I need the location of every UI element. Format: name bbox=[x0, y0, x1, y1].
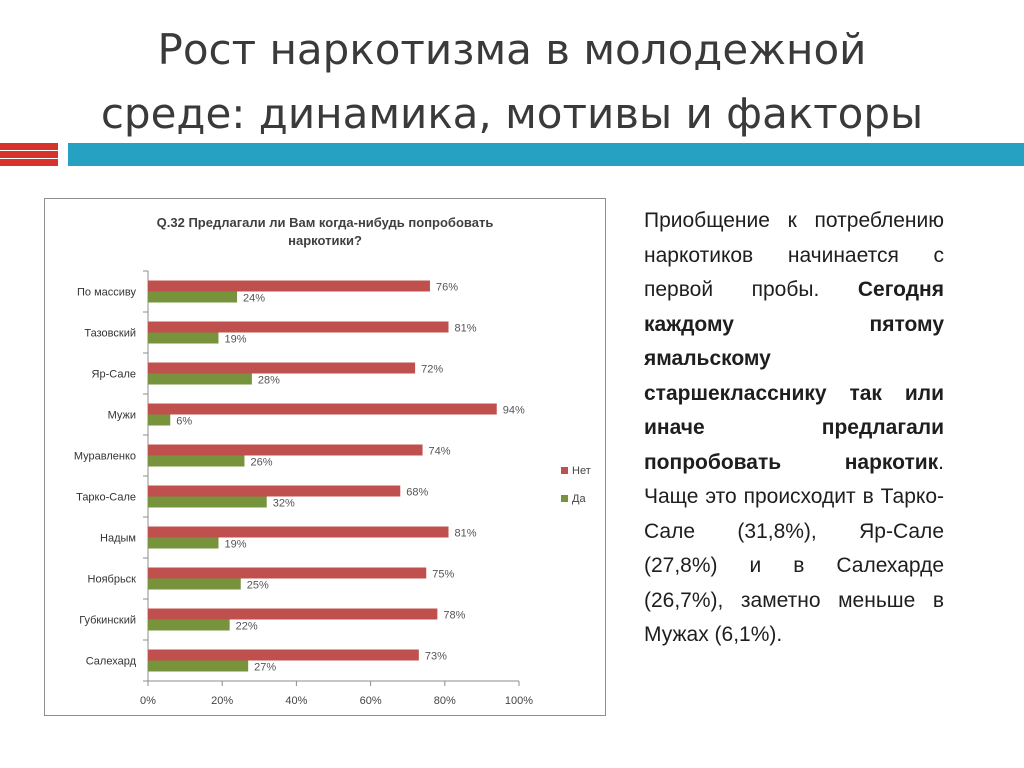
data-label: 19% bbox=[224, 334, 246, 346]
data-label: 24% bbox=[243, 293, 265, 305]
legend-swatch bbox=[561, 467, 568, 474]
chart-title-line-2: наркотики? bbox=[288, 233, 362, 248]
bar-net bbox=[148, 362, 416, 374]
bar-da bbox=[148, 291, 238, 303]
bar-da bbox=[148, 619, 230, 631]
category-label: Ноябрьск bbox=[88, 574, 137, 586]
data-label: 25% bbox=[247, 580, 269, 592]
bar-net bbox=[148, 444, 423, 456]
bar-net bbox=[148, 608, 438, 620]
bar-chart: Q.32 Предлагали ли Вам когда-нибудь попр… bbox=[74, 215, 591, 707]
data-label: 74% bbox=[429, 446, 451, 458]
data-label: 27% bbox=[254, 662, 276, 674]
data-label: 76% bbox=[436, 282, 458, 294]
data-label: 19% bbox=[224, 539, 246, 551]
bar-da bbox=[148, 660, 249, 672]
legend-label: Нет bbox=[572, 465, 591, 477]
bar-net bbox=[148, 280, 430, 292]
data-label: 72% bbox=[421, 364, 443, 376]
chart-title-line-1: Q.32 Предлагали ли Вам когда-нибудь попр… bbox=[157, 215, 494, 230]
data-label: 32% bbox=[273, 498, 295, 510]
category-label: Тарко-Сале bbox=[76, 492, 136, 504]
slide-title: Рост наркотизма в молодежной среде: дина… bbox=[40, 18, 984, 146]
category-label: Мужи bbox=[108, 410, 136, 422]
bar-da bbox=[148, 332, 219, 344]
accent-bar-blue bbox=[68, 143, 1024, 166]
legend-label: Да bbox=[572, 493, 586, 505]
data-label: 81% bbox=[455, 528, 477, 540]
data-label: 81% bbox=[455, 323, 477, 335]
data-label: 94% bbox=[503, 405, 525, 417]
x-tick-label: 80% bbox=[434, 695, 456, 707]
x-tick-label: 40% bbox=[285, 695, 307, 707]
bar-da bbox=[148, 578, 241, 590]
data-label: 78% bbox=[443, 610, 465, 622]
bar-da bbox=[148, 414, 171, 426]
legend-swatch bbox=[561, 495, 568, 502]
x-tick-label: 100% bbox=[505, 695, 533, 707]
category-label: Губкинский bbox=[79, 615, 136, 627]
bar-net bbox=[148, 526, 449, 538]
data-label: 6% bbox=[176, 416, 192, 428]
data-label: 75% bbox=[432, 569, 454, 581]
x-tick-label: 20% bbox=[211, 695, 233, 707]
bar-da bbox=[148, 455, 245, 467]
bar-net bbox=[148, 567, 427, 579]
category-label: Надым bbox=[100, 533, 136, 545]
category-label: Яр-Сале bbox=[92, 369, 136, 381]
description-text: Приобщение к потреблению наркотиков начи… bbox=[644, 204, 944, 653]
description-bold-part: Сегодня каждому пятому ямальскому старше… bbox=[644, 278, 944, 474]
data-label: 26% bbox=[250, 457, 272, 469]
data-label: 73% bbox=[425, 651, 447, 663]
bar-net bbox=[148, 321, 449, 333]
chart-frame: Q.32 Предлагали ли Вам когда-нибудь попр… bbox=[44, 198, 606, 716]
data-label: 28% bbox=[258, 375, 280, 387]
category-label: По массиву bbox=[77, 287, 137, 299]
category-label: Муравленко bbox=[74, 451, 136, 463]
description-part-1: Приобщение к потреблению наркотиков начи… bbox=[644, 209, 944, 301]
bar-da bbox=[148, 496, 267, 508]
category-label: Тазовский bbox=[84, 328, 136, 340]
bar-net bbox=[148, 485, 401, 497]
data-label: 68% bbox=[406, 487, 428, 499]
bar-net bbox=[148, 403, 497, 415]
x-tick-label: 60% bbox=[360, 695, 382, 707]
bar-da bbox=[148, 537, 219, 549]
slide-title-line-2: среде: динамика, мотивы и факторы bbox=[100, 89, 924, 138]
bar-da bbox=[148, 373, 252, 385]
description-part-3: . Чаще это происходит в Тарко-Сале (31,8… bbox=[644, 450, 944, 647]
x-tick-label: 0% bbox=[140, 695, 156, 707]
slide-title-line-1: Рост наркотизма в молодежной bbox=[157, 25, 867, 74]
data-label: 22% bbox=[236, 621, 258, 633]
bar-net bbox=[148, 649, 419, 661]
category-label: Салехард bbox=[86, 656, 137, 668]
accent-bar-red bbox=[0, 143, 58, 166]
